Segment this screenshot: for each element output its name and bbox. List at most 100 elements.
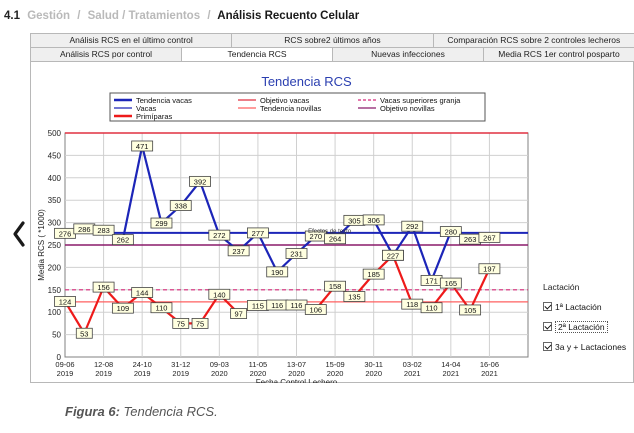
data-label: 185: [367, 270, 380, 279]
data-label: 283: [97, 226, 110, 235]
annotation-text: Efectos de texto: [308, 229, 352, 235]
data-label-box: [131, 287, 154, 298]
data-label-box: [169, 200, 192, 211]
data-label: 197: [483, 265, 496, 274]
x-tick-year: 2021: [481, 369, 498, 378]
lactacion-filter: Lactación 1ª Lactación 2ª Lactación 3a y…: [543, 282, 633, 359]
data-label-box: [208, 288, 231, 300]
data-label: 75: [177, 319, 185, 328]
data-label: 231: [290, 250, 303, 259]
x-tick-year: 2020: [288, 369, 305, 378]
data-label: 156: [97, 283, 110, 292]
data-label-box: [382, 249, 404, 261]
data-label: 144: [136, 288, 149, 297]
caption-text: Tendencia RCS.: [119, 404, 218, 419]
data-label: 135: [348, 293, 361, 302]
x-tick-label: 11-05: [249, 360, 268, 369]
section-number: 4.1: [4, 10, 20, 22]
data-label-box: [75, 327, 93, 339]
x-tick-year: 2019: [95, 369, 112, 378]
data-label-box: [459, 304, 482, 316]
legend-label: Objetivo vacas: [260, 96, 309, 105]
x-tick-label: 14-04: [441, 360, 460, 369]
data-label-box: [439, 277, 462, 289]
data-label: 109: [117, 304, 130, 313]
data-label: 124: [59, 297, 72, 306]
data-label: 140: [213, 290, 226, 299]
data-label-box: [324, 280, 346, 292]
data-label: 105: [464, 306, 477, 315]
chevron-left-icon[interactable]: [11, 220, 27, 248]
tab-row-back: Análisis RCS en el último control RCS so…: [30, 33, 634, 47]
y-tick-label: 150: [48, 286, 62, 295]
data-label: 471: [136, 142, 149, 151]
page-title: Análisis Recuento Celular: [217, 10, 360, 22]
x-tick-year: 2020: [327, 369, 344, 378]
data-label: 338: [174, 202, 187, 211]
data-label-box: [285, 248, 308, 259]
data-label: 116: [271, 301, 283, 310]
data-label: 276: [59, 229, 72, 238]
checkbox-2a-lactacion[interactable]: 2ª Lactación: [543, 319, 633, 334]
data-label: 158: [329, 282, 342, 291]
data-label: 306: [367, 216, 380, 225]
x-tick-year: 2021: [442, 369, 459, 378]
data-label: 280: [445, 228, 458, 237]
data-label-box: [401, 220, 424, 232]
x-tick-label: 31-12: [171, 360, 190, 369]
data-label: 262: [117, 236, 130, 245]
data-label-box: [208, 229, 231, 241]
x-tick-year: 2020: [211, 369, 228, 378]
data-label-box: [54, 296, 76, 307]
breadcrumb-item-salud[interactable]: Salud / Tratamientos: [87, 10, 201, 22]
data-label-box: [439, 226, 462, 237]
checkbox-checked-icon[interactable]: [543, 322, 552, 331]
data-label-box: [304, 304, 327, 315]
checkbox-checked-icon[interactable]: [543, 342, 552, 351]
x-tick-year: 2019: [134, 369, 151, 378]
data-label-box: [131, 140, 154, 152]
x-tick-year: 2021: [404, 369, 421, 378]
data-label: 270: [310, 232, 323, 241]
data-label-box: [324, 233, 346, 245]
x-tick-year: 2020: [365, 369, 382, 378]
caption-prefix: Figura 6:: [65, 404, 120, 419]
x-tick-label: 16-06: [480, 360, 499, 369]
x-tick-label: 15-09: [325, 360, 344, 369]
legend-label: Primíparas: [136, 112, 173, 121]
lactacion-label: 2ª Lactación: [555, 320, 608, 333]
data-label: 53: [80, 329, 88, 338]
y-tick-label: 250: [48, 241, 62, 250]
data-label-box: [230, 308, 248, 319]
data-label-box: [92, 224, 115, 236]
lactacion-label: 1ª Lactación: [555, 301, 602, 312]
data-label-box: [266, 266, 289, 278]
y-tick-label: 400: [48, 174, 62, 183]
data-label: 75: [196, 319, 204, 328]
tab-media-rcs-posparto[interactable]: Media RCS 1er control posparto: [483, 47, 634, 61]
data-label: 263: [464, 235, 477, 244]
legend-box: [109, 92, 486, 122]
data-label-box: [172, 317, 190, 329]
y-tick-label: 0: [57, 353, 62, 362]
data-label-box: [478, 231, 501, 243]
tendencia-rcs-chart: Tendencia RCS 0 50 100 150 200 250 300 350 400 450…: [37, 74, 529, 383]
data-label: 292: [406, 222, 419, 231]
y-tick-label: 350: [48, 196, 62, 205]
lactacion-title: Lactación: [543, 282, 580, 292]
breadcrumb-item-gestion[interactable]: Gestión: [27, 10, 71, 22]
data-label: 392: [194, 177, 207, 186]
checkbox-1a-lactacion[interactable]: 1ª Lactación: [543, 299, 633, 314]
y-tick-label: 300: [48, 219, 62, 228]
x-tick-year: 2020: [250, 369, 267, 378]
data-label-box: [92, 281, 115, 293]
legend-label: Tendencia novillas: [260, 104, 322, 113]
x-tick-label: 13-07: [287, 360, 306, 369]
checkbox-3a-lactaciones[interactable]: 3a y + Lactaciones: [543, 339, 633, 354]
breadcrumb: 4.1 Gestión / Salud / Tratamientos / Aná…: [4, 10, 359, 22]
chart-title: Tendencia RCS: [261, 74, 352, 89]
checkbox-checked-icon[interactable]: [543, 302, 552, 311]
data-label: 267: [483, 233, 496, 242]
data-label-box: [111, 234, 134, 246]
data-label-box: [189, 175, 211, 187]
